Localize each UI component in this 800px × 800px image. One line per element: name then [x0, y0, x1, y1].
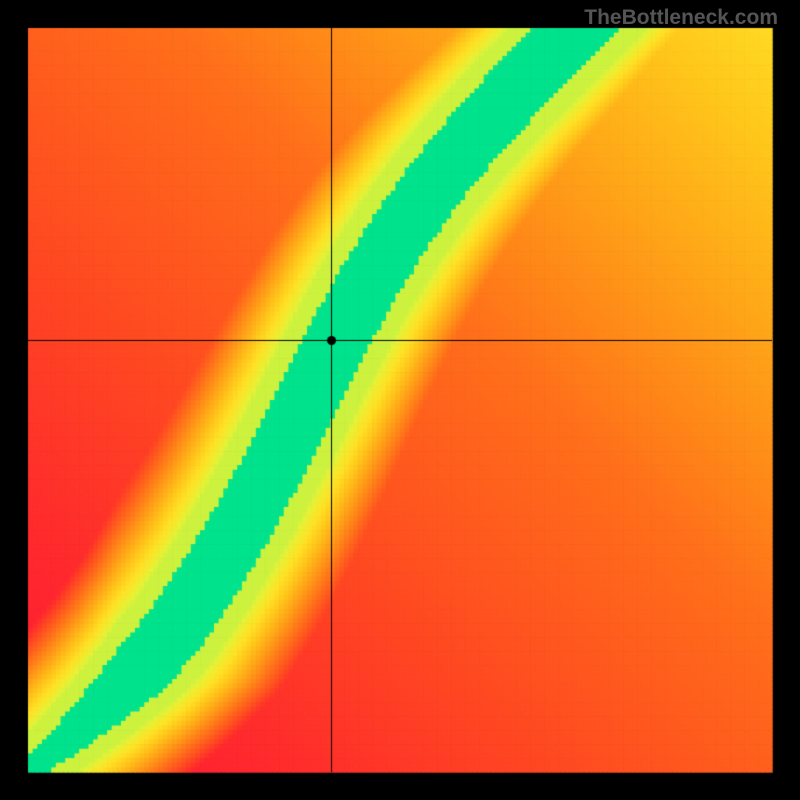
bottleneck-heatmap [0, 0, 800, 800]
chart-container: TheBottleneck.com [0, 0, 800, 800]
watermark-text: TheBottleneck.com [584, 6, 778, 30]
